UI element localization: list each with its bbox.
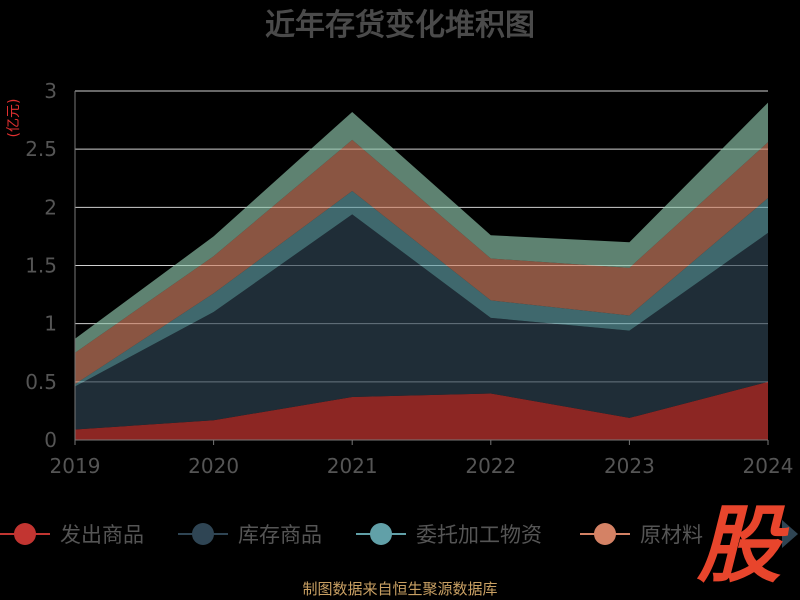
legend-label: 库存商品 [238,523,322,547]
legend[interactable]: 发出商品 库存商品 委托加工物资 原材料 [0,523,703,547]
legend-marker [14,523,36,545]
legend-item[interactable]: 委托加工物资 [356,523,542,547]
area-series-group [75,102,768,440]
y-tick-label: 0.5 [25,370,57,394]
legend-next-arrow[interactable] [782,520,798,548]
legend-label: 原材料 [640,523,703,547]
legend-label: 发出商品 [60,523,144,547]
y-tick-label: 1.5 [25,254,57,278]
y-tick-label: 2.5 [25,137,57,161]
legend-item[interactable]: 原材料 [580,523,703,547]
x-tick-label: 2019 [50,454,101,478]
logo-stamp: 股 [696,496,781,594]
x-tick-label: 2021 [327,454,378,478]
y-tick-label: 3 [44,79,57,103]
legend-marker [370,523,392,545]
legend-item[interactable]: 发出商品 [0,523,144,547]
data-source-footer: 制图数据来自恒生聚源数据库 [302,580,498,598]
area-series-4 [75,139,768,385]
y-tick-label: 2 [44,195,57,219]
legend-item[interactable]: 库存商品 [178,523,322,547]
area-series-1 [75,381,768,440]
x-tick-label: 2024 [743,454,794,478]
x-tick-label: 2022 [465,454,516,478]
y-tick-label: 0 [44,428,57,452]
x-tick-label: 2020 [188,454,239,478]
y-axis-unit-label: (亿元) [6,99,22,138]
chevron-right-icon[interactable] [782,520,798,548]
area-series-2 [75,214,768,430]
legend-marker [594,523,616,545]
x-tick-label: 2023 [604,454,655,478]
legend-label: 委托加工物资 [416,523,542,547]
legend-marker [192,523,214,545]
y-tick-label: 1 [44,312,57,336]
axes: 0 0.5 1 1.5 2 2.5 3 2019 2020 2021 2022 2023 2024 [25,79,793,478]
chart-title: 近年存货变化堆积图 [265,8,535,43]
